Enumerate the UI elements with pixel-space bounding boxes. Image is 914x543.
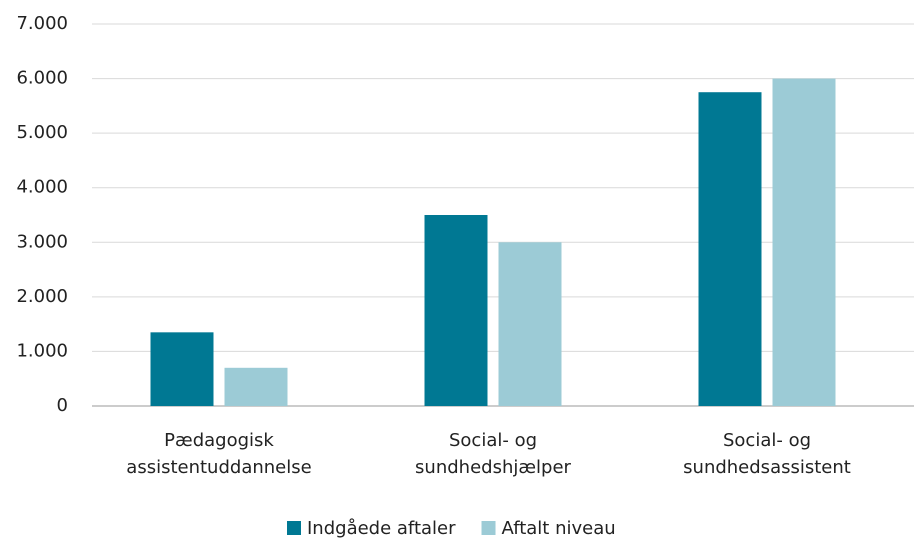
- legend-swatch: [481, 521, 496, 535]
- legend-label: Aftalt niveau: [502, 518, 616, 539]
- bar: [424, 215, 488, 406]
- y-tick-label: 7.000: [16, 13, 68, 34]
- y-tick-label: 6.000: [16, 68, 68, 89]
- x-tick-label: sundhedshjælper: [415, 457, 571, 478]
- bar: [224, 367, 288, 406]
- y-tick-label: 5.000: [16, 122, 68, 143]
- x-tick-label: sundhedsassistent: [683, 457, 851, 478]
- y-tick-label: 4.000: [16, 177, 68, 198]
- legend-label: Indgåede aftaler: [307, 518, 456, 539]
- bar: [498, 242, 562, 406]
- x-tick-label: Social- og: [449, 430, 537, 451]
- legend-swatch: [287, 521, 301, 535]
- y-tick-label: 3.000: [16, 231, 68, 252]
- bar: [698, 92, 762, 406]
- y-tick-label: 1.000: [16, 340, 68, 361]
- y-tick-label: 2.000: [16, 286, 68, 307]
- bar: [150, 332, 214, 406]
- x-tick-label: Social- og: [723, 430, 811, 451]
- x-tick-label: Pædagogisk: [164, 430, 274, 451]
- x-tick-label: assistentuddannelse: [126, 457, 311, 478]
- y-tick-label: 0: [57, 395, 68, 416]
- bar: [772, 78, 836, 407]
